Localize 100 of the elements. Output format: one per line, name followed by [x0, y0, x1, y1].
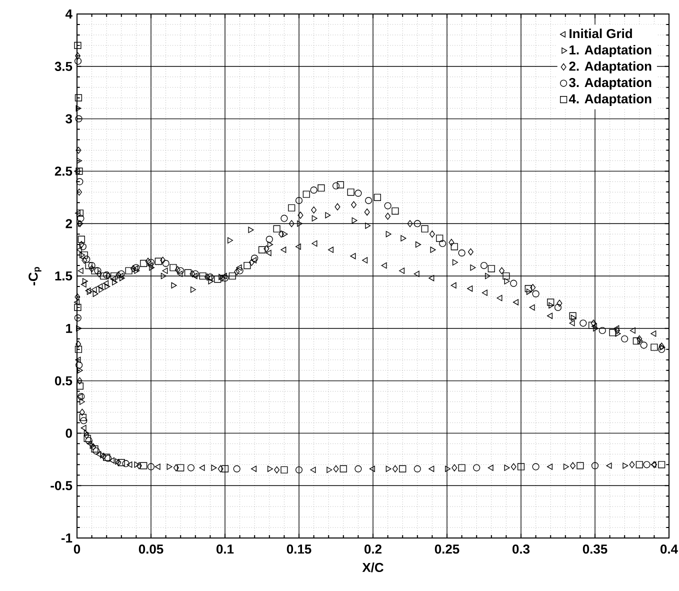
x-tick-label: 0.1 — [216, 544, 234, 554]
point — [480, 262, 488, 270]
point — [84, 430, 90, 436]
point — [593, 325, 599, 332]
point — [100, 272, 108, 280]
x-tick-label: 0 — [74, 544, 80, 554]
x-tick-label: 0.15 — [286, 544, 312, 554]
point — [336, 181, 344, 188]
point — [248, 226, 254, 234]
point — [591, 462, 599, 470]
legend-label: Initial Grid — [570, 28, 632, 38]
point — [110, 272, 118, 280]
y-tick-label: 2 — [66, 219, 72, 228]
x-tick-label: 0.3 — [512, 544, 530, 554]
legend-label: 1. Adaptation — [570, 44, 652, 58]
point — [91, 267, 98, 274]
y-tick-label: 4 — [65, 10, 72, 18]
point — [85, 262, 92, 270]
point — [622, 462, 628, 469]
y-tick-label: 3 — [66, 114, 72, 124]
point — [77, 214, 84, 222]
point — [334, 203, 340, 210]
point — [414, 220, 421, 228]
point — [295, 466, 303, 474]
point — [629, 461, 635, 468]
point — [258, 246, 266, 254]
point — [392, 465, 398, 472]
point — [280, 466, 288, 474]
point — [364, 208, 370, 216]
point — [386, 230, 392, 238]
point — [548, 302, 554, 308]
point — [473, 464, 480, 472]
point — [636, 461, 643, 468]
point — [658, 461, 666, 468]
point — [526, 288, 532, 295]
point — [76, 362, 83, 369]
point — [105, 272, 111, 280]
point — [94, 267, 102, 274]
point — [75, 115, 82, 122]
y-axis-title: -C$_{p}$ — [28, 267, 42, 286]
point — [190, 286, 196, 293]
point — [91, 445, 98, 452]
point — [448, 238, 454, 246]
point — [171, 282, 177, 289]
point — [119, 274, 125, 282]
x-tick-label: 0.05 — [138, 544, 164, 554]
point — [85, 436, 92, 444]
point — [187, 464, 195, 472]
point — [136, 462, 142, 470]
point — [295, 196, 303, 204]
x-tick-label: 0.35 — [582, 544, 608, 554]
point — [177, 267, 184, 274]
point — [650, 344, 658, 351]
point — [311, 206, 317, 214]
point — [173, 464, 179, 472]
point — [206, 273, 214, 281]
y-tick-label: 3.5 — [54, 62, 72, 71]
y-tick-label: -0.5 — [50, 481, 72, 490]
point — [160, 256, 166, 264]
point — [266, 236, 273, 243]
point — [92, 290, 98, 297]
point — [74, 42, 82, 49]
point — [82, 278, 88, 284]
point — [532, 463, 540, 470]
point — [278, 230, 284, 238]
point — [177, 464, 184, 472]
point — [88, 262, 96, 270]
point — [233, 465, 240, 472]
point — [218, 465, 224, 472]
point — [80, 417, 88, 424]
point — [78, 241, 84, 248]
point — [74, 94, 82, 102]
point — [288, 220, 294, 228]
point — [385, 212, 391, 220]
point — [116, 271, 122, 278]
point — [554, 304, 562, 311]
point — [415, 241, 421, 248]
point — [458, 249, 466, 256]
point — [160, 272, 166, 280]
point — [504, 278, 510, 284]
point — [312, 215, 318, 222]
point — [190, 270, 196, 278]
point — [204, 273, 210, 281]
x-axis-title: X/C — [362, 562, 384, 572]
point — [332, 182, 340, 190]
point — [76, 105, 82, 112]
point — [104, 283, 110, 290]
x-tick-label: 0.25 — [434, 544, 460, 554]
point — [485, 272, 491, 280]
point — [452, 259, 458, 266]
point — [112, 279, 118, 286]
point — [333, 465, 339, 472]
point — [524, 285, 532, 292]
y-tick-label: 2.5 — [54, 166, 72, 176]
point — [234, 268, 240, 276]
point — [615, 330, 621, 337]
y-tick-label: 1.5 — [55, 271, 72, 281]
point — [570, 314, 576, 322]
point — [273, 225, 280, 232]
point — [174, 266, 180, 274]
